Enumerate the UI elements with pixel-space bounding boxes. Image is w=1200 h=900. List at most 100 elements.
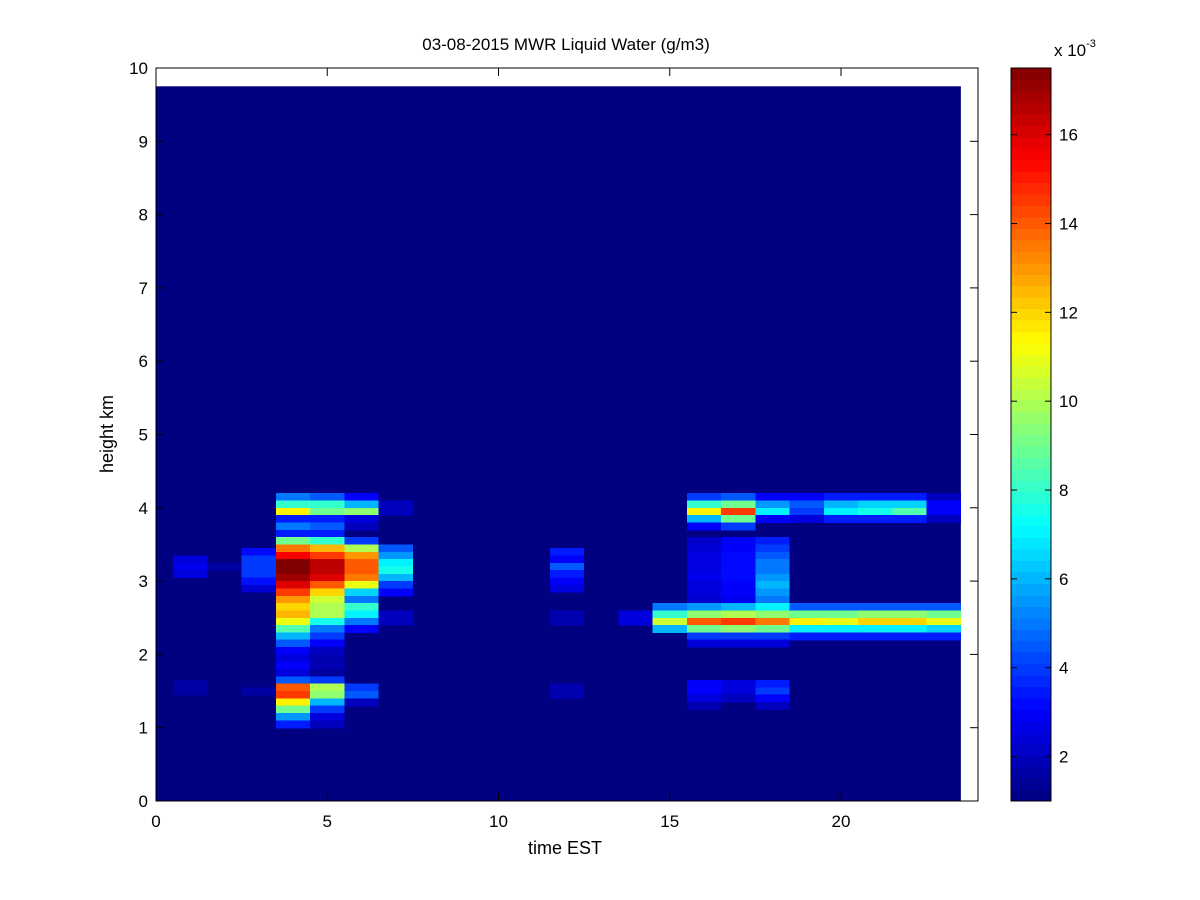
colorbar-strip bbox=[1011, 239, 1051, 252]
heatmap-cell bbox=[755, 493, 790, 502]
heatmap-cell bbox=[755, 680, 790, 688]
heatmap-cell bbox=[275, 507, 311, 516]
heatmap-cell bbox=[721, 639, 756, 648]
colorbar-strip bbox=[1011, 766, 1051, 779]
colorbar-strip bbox=[1011, 354, 1051, 367]
heatmap-cell bbox=[310, 493, 345, 502]
heatmap-cell bbox=[310, 559, 345, 568]
heatmap-cell bbox=[310, 676, 345, 685]
colorbar-strip bbox=[1011, 79, 1051, 92]
heatmap-cell bbox=[310, 632, 345, 641]
x-tick-label: 10 bbox=[489, 812, 508, 831]
heatmap-cell bbox=[344, 573, 379, 582]
colorbar-exponent-label: x 10-3 bbox=[1054, 38, 1096, 60]
heatmap-cell bbox=[344, 507, 379, 516]
heatmap-cell bbox=[378, 617, 413, 626]
colorbar-strip bbox=[1011, 571, 1051, 584]
heatmap-cell bbox=[310, 654, 345, 663]
colorbar-strip bbox=[1011, 251, 1051, 264]
heatmap-cell bbox=[344, 566, 379, 575]
heatmap-cell bbox=[310, 544, 345, 553]
colorbar-strip bbox=[1011, 423, 1051, 436]
colorbar-strip bbox=[1011, 686, 1051, 699]
colorbar-tick-label: 2 bbox=[1059, 748, 1068, 767]
heatmap-cell bbox=[721, 500, 756, 509]
heatmap-cell bbox=[549, 617, 585, 626]
heatmap-cell bbox=[310, 581, 345, 590]
plot-area: 0 5 10 15 20 0 1 2 3 4 5 6 7 8 9 10 bbox=[129, 59, 979, 831]
heatmap-cell bbox=[549, 570, 585, 579]
heatmap-cell bbox=[549, 691, 585, 699]
heatmap-cell bbox=[755, 702, 790, 710]
heatmap-cell bbox=[686, 566, 722, 575]
heatmap-cell bbox=[686, 639, 722, 648]
heatmap-cell bbox=[823, 617, 859, 626]
heatmap-cell bbox=[721, 581, 756, 590]
y-tick-label: 6 bbox=[139, 352, 148, 371]
y-tick-label: 8 bbox=[139, 206, 148, 225]
heatmap-cell bbox=[686, 694, 722, 703]
heatmap-cell bbox=[755, 694, 790, 703]
colorbar-tick-label: 4 bbox=[1059, 659, 1068, 678]
y-tick-label: 3 bbox=[139, 572, 148, 591]
heatmap-cell bbox=[310, 603, 345, 612]
heatmap-cell bbox=[755, 537, 790, 546]
colorbar-strip bbox=[1011, 778, 1051, 791]
colorbar-strip bbox=[1011, 297, 1051, 310]
heatmap-cell bbox=[241, 577, 276, 586]
heatmap-cell bbox=[310, 691, 345, 699]
colorbar-tick-label: 10 bbox=[1059, 392, 1078, 411]
heatmap-cell bbox=[275, 676, 311, 685]
heatmap-cell bbox=[344, 610, 379, 619]
heatmap-cell bbox=[310, 625, 345, 634]
heatmap-cell bbox=[686, 507, 722, 516]
colorbar-strip bbox=[1011, 193, 1051, 207]
heatmap-cell bbox=[652, 610, 687, 619]
heatmap-cell bbox=[275, 515, 311, 524]
x-axis-ticks: 0 5 10 15 20 bbox=[151, 68, 850, 831]
heatmap-cell bbox=[275, 595, 311, 604]
heatmap-cell bbox=[755, 566, 790, 575]
heatmap-cell bbox=[310, 713, 345, 721]
heatmap-cell bbox=[310, 529, 345, 538]
heatmap-cell bbox=[378, 573, 413, 582]
heatmap-cell bbox=[549, 584, 585, 593]
colorbar-strip bbox=[1011, 789, 1051, 802]
heatmap-cell bbox=[721, 632, 756, 641]
heatmap-cell bbox=[926, 610, 961, 619]
colorbar-strip bbox=[1011, 113, 1051, 126]
colorbar-strip bbox=[1011, 743, 1051, 756]
y-tick-label: 10 bbox=[129, 59, 148, 78]
heatmap-cell bbox=[789, 515, 824, 524]
heatmap-cell bbox=[310, 500, 345, 509]
heatmap-cell bbox=[310, 705, 345, 714]
heatmap-cell bbox=[344, 559, 379, 568]
heatmap-cell bbox=[789, 617, 824, 626]
colorbar-strip bbox=[1011, 697, 1051, 710]
colorbar-strip bbox=[1011, 125, 1051, 138]
heatmap-cell bbox=[721, 687, 756, 696]
colorbar-ticks: 2 4 6 8 10 12 14 16 bbox=[1011, 126, 1078, 767]
colorbar-strip bbox=[1011, 228, 1051, 241]
heatmap-cell bbox=[755, 588, 790, 597]
heatmap-cell bbox=[858, 610, 893, 619]
heatmap-cell bbox=[858, 617, 893, 626]
colorbar-tick-label: 12 bbox=[1059, 303, 1078, 322]
heatmap-cell bbox=[275, 654, 311, 663]
heatmap-cell bbox=[173, 570, 208, 579]
heatmap-cell bbox=[241, 555, 276, 564]
heatmap-cell bbox=[686, 588, 722, 597]
heatmap-cell bbox=[344, 698, 379, 707]
colorbar-strip bbox=[1011, 136, 1051, 149]
heatmap-cell bbox=[823, 603, 859, 612]
heatmap-cell bbox=[310, 595, 345, 604]
heatmap-cell bbox=[858, 507, 893, 516]
heatmap-cell bbox=[275, 625, 311, 634]
heatmap-cell bbox=[310, 610, 345, 619]
heatmap-cell bbox=[926, 500, 961, 509]
heatmap-cell bbox=[721, 588, 756, 597]
colorbar-exponent-base: x 10 bbox=[1054, 41, 1086, 60]
heatmap-cell bbox=[755, 551, 790, 560]
heatmap-cell bbox=[926, 603, 961, 612]
heatmap-cell bbox=[173, 687, 208, 696]
